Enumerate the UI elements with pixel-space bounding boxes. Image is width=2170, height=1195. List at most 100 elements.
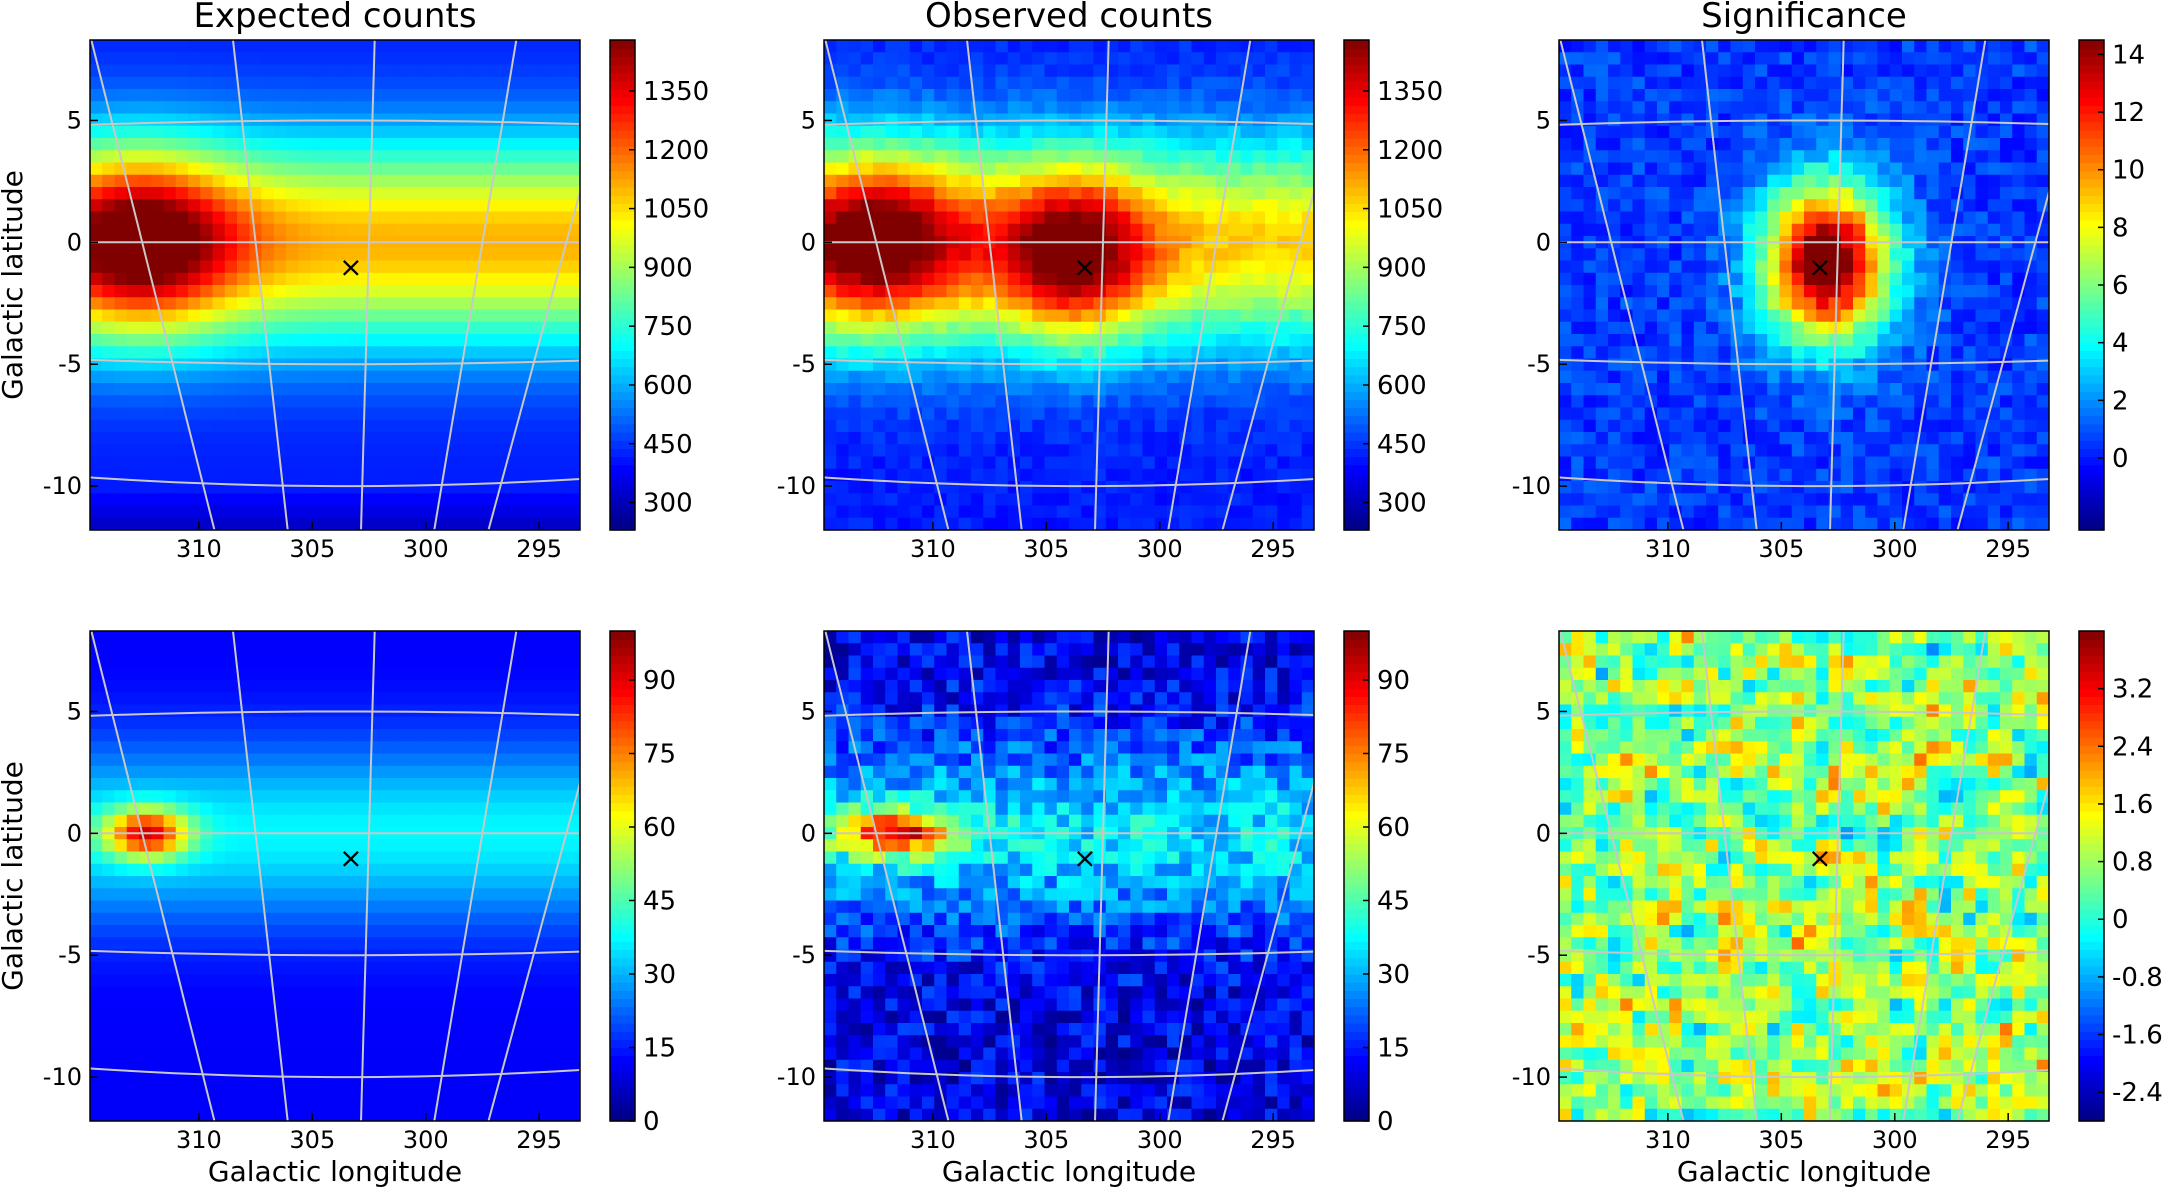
heatmap-cell [1730,272,1744,286]
colorbar-tick-label: 1050 [1377,195,1443,225]
heatmap-cell [1216,321,1229,335]
heatmap-cell [860,505,874,519]
heatmap-cell [909,468,923,482]
heatmap-cell [518,223,532,237]
heatmap-cell [2036,76,2049,90]
heatmap-cell [873,223,886,237]
heatmap-cell [90,297,103,311]
heatmap-cell [995,211,1009,225]
heatmap-cell [408,162,422,176]
heatmap-cell [824,407,837,421]
heatmap-cell [335,321,348,335]
heatmap-cell [971,395,984,409]
heatmap-cell [1154,113,1168,127]
heatmap-cell [1951,187,1964,200]
heatmap-cell [1755,272,1768,286]
heatmap-cell [322,321,336,335]
heatmap-cell [1865,174,1879,188]
heatmap-cell [860,285,874,298]
heatmap-cell [322,505,336,519]
heatmap-cell [1840,211,1854,225]
heatmap-cell [1167,358,1180,372]
heatmap-cell [1877,346,1891,360]
grid [90,40,580,530]
heatmap-cell [384,223,397,237]
heatmap-cell [212,444,226,458]
heatmap-cell [433,419,446,433]
heatmap-cell [408,444,422,458]
heatmap-cell [482,260,495,274]
heatmap-cell [1767,248,1781,262]
heatmap-cell [1853,468,1866,482]
heatmap-cell [1938,444,1952,458]
heatmap-cell [1252,138,1266,151]
heatmap-cell [531,285,544,298]
heatmap-cell [885,162,899,176]
heatmap-cell [1020,456,1033,470]
heatmap-cell [1620,517,1634,530]
heatmap-cell [1681,395,1695,409]
heatmap-cell [1608,199,1621,213]
heatmap-cell [1583,101,1597,115]
heatmap-cell [1056,223,1070,237]
heatmap-cell [1044,52,1058,66]
heatmap-cell [543,64,557,78]
heatmap-cell [1167,505,1180,519]
colorbar-segment [1344,113,1369,123]
heatmap-cell [1755,346,1768,360]
heatmap-cell [90,89,103,102]
colorbar-segment [1344,423,1369,433]
heatmap-cell [1265,407,1278,421]
heatmap-cell [359,89,373,102]
heatmap-cell [1657,370,1670,384]
heatmap-cell [1056,407,1070,421]
heatmap-cell [543,260,557,274]
heatmap-cell [1130,432,1144,445]
heatmap-cell [1142,223,1156,237]
heatmap-cell [1828,444,1842,458]
heatmap-cell [1755,125,1768,139]
heatmap-cell [1154,517,1168,530]
heatmap-cell [482,138,495,151]
heatmap-cell [1853,223,1866,237]
heatmap-cell [347,272,361,286]
heatmap-cell [1118,223,1131,237]
heatmap-cell [433,64,446,78]
heatmap-cell [1191,248,1205,262]
heatmap-cell [396,138,410,151]
heatmap-cell [531,101,544,115]
heatmap-cell [1816,174,1830,188]
heatmap-cell [212,407,226,421]
heatmap-cell [200,285,214,298]
heatmap-cell [1069,334,1082,347]
heatmap-cell [958,76,972,90]
colorbar-segment [1344,383,1369,392]
heatmap-cell [1828,383,1842,396]
heatmap-cell [237,52,250,66]
heatmap-cell [860,407,874,421]
heatmap-cell [1228,211,1242,225]
heatmap-cell [114,199,128,213]
heatmap-cell [1681,89,1695,102]
heatmap-cell [1914,52,1928,66]
heatmap-cell [1926,334,1940,347]
heatmap-cell [151,358,165,372]
heatmap-cell [1007,211,1021,225]
heatmap-cell [163,64,177,78]
heatmap-cell [102,272,116,286]
heatmap-cell [1853,260,1866,274]
heatmap-cell [1142,346,1156,360]
heatmap-cell [1289,52,1303,66]
heatmap-cell [1154,64,1168,78]
heatmap-cell [1595,346,1609,360]
heatmap-cell [151,76,165,90]
heatmap-cell [1167,125,1180,139]
heatmap-cell [494,40,508,53]
heatmap-cell [1657,211,1670,225]
heatmap-cell [1877,89,1891,102]
heatmap-cell [2000,505,2013,519]
heatmap-cell [1559,138,1572,151]
heatmap-cell [1681,187,1695,200]
heatmap-cell [298,199,312,213]
heatmap-cell [1926,199,1940,213]
